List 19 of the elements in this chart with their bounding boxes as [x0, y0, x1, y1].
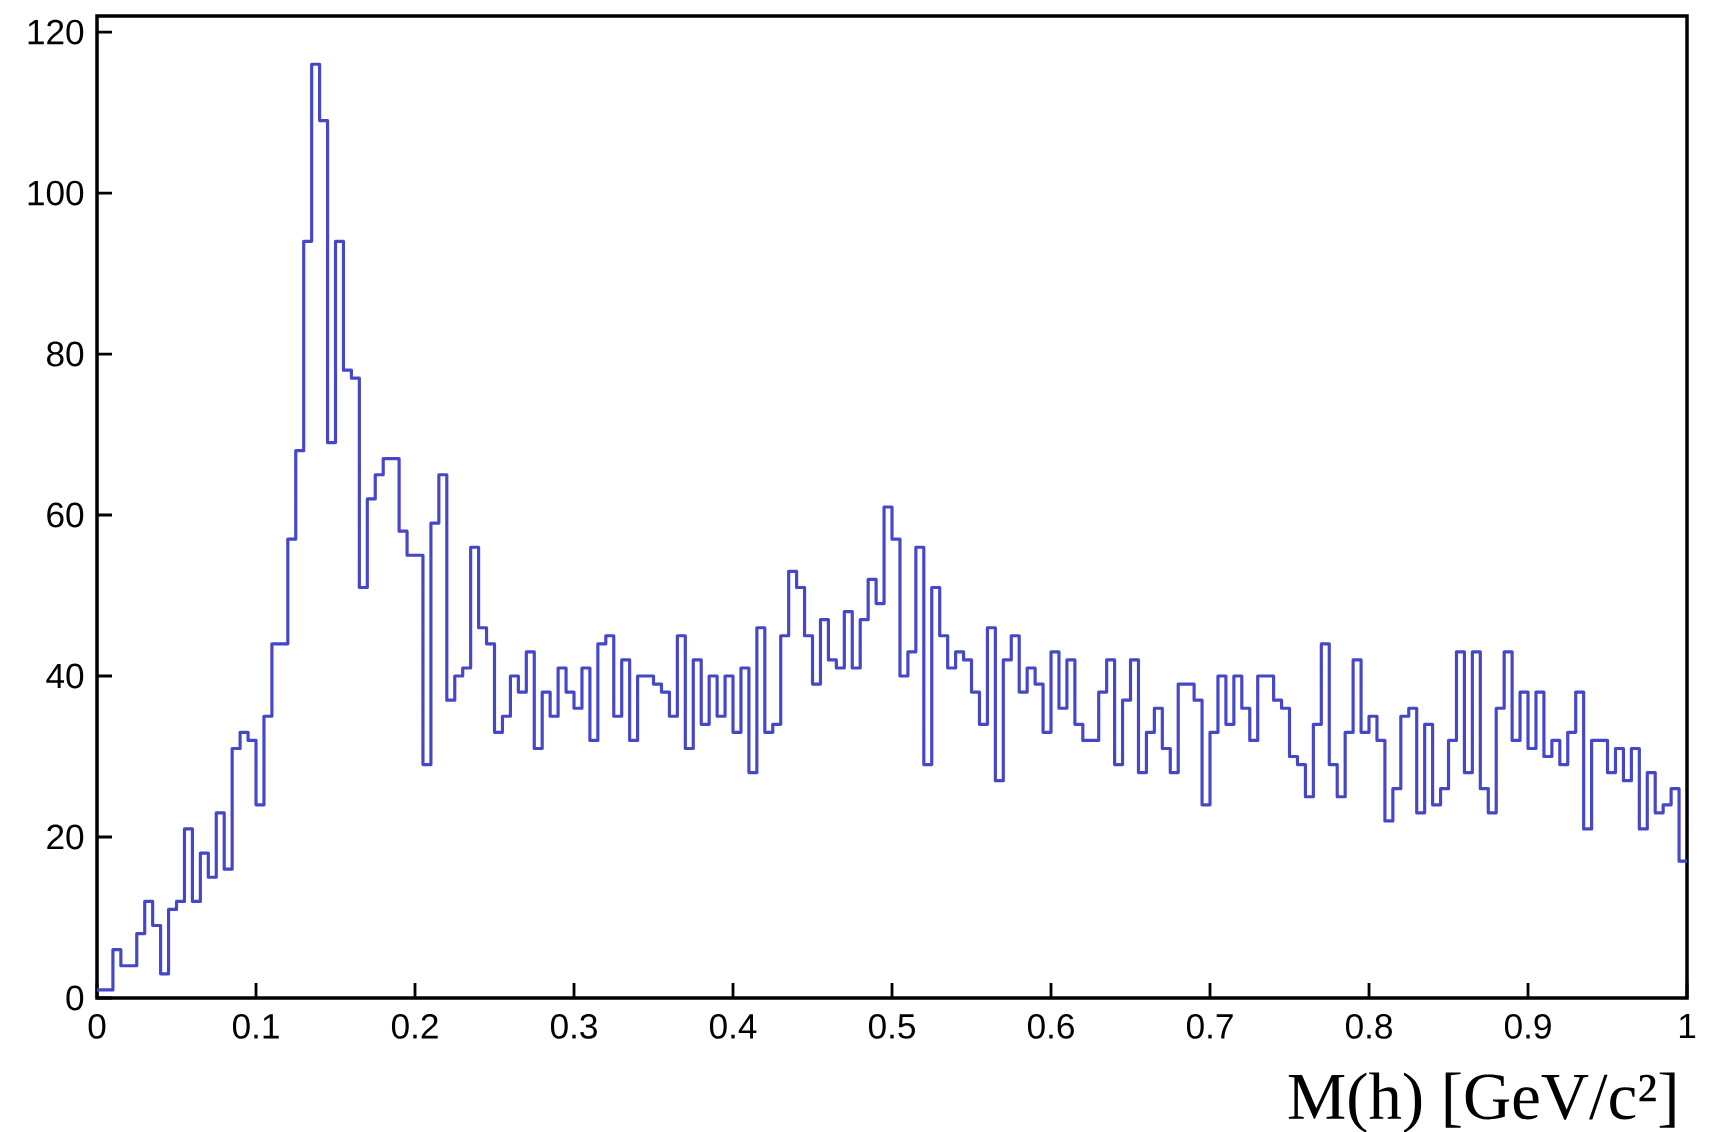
x-axis-title: M(h) [GeV/c²] [1288, 1072, 1675, 1132]
y-tick-label: 20 [47, 824, 84, 850]
x-tick-label: 0.7 [1186, 1013, 1233, 1039]
x-tick-label: 0 [88, 1013, 106, 1039]
x-tick-label: 0.3 [550, 1013, 597, 1039]
y-tick-label: 40 [46, 663, 84, 689]
x-tick-label: 0.8 [1345, 1013, 1392, 1039]
y-tick-label: 80 [47, 341, 84, 367]
x-tick-label: 0.9 [1504, 1013, 1551, 1039]
y-tick-label: 100 [28, 180, 84, 206]
y-tick-label: 60 [47, 502, 84, 528]
y-tick-label: 120 [28, 19, 84, 45]
x-tick-label: 0.2 [391, 1013, 438, 1039]
y-tick-label: 0 [66, 985, 84, 1011]
x-tick-label: 1 [1679, 1013, 1696, 1039]
x-tick-label: 0.6 [1027, 1013, 1074, 1039]
x-tick-label: 0.4 [709, 1013, 757, 1039]
x-tick-label: 0.5 [868, 1013, 915, 1039]
x-tick-label: 0.1 [232, 1013, 279, 1039]
